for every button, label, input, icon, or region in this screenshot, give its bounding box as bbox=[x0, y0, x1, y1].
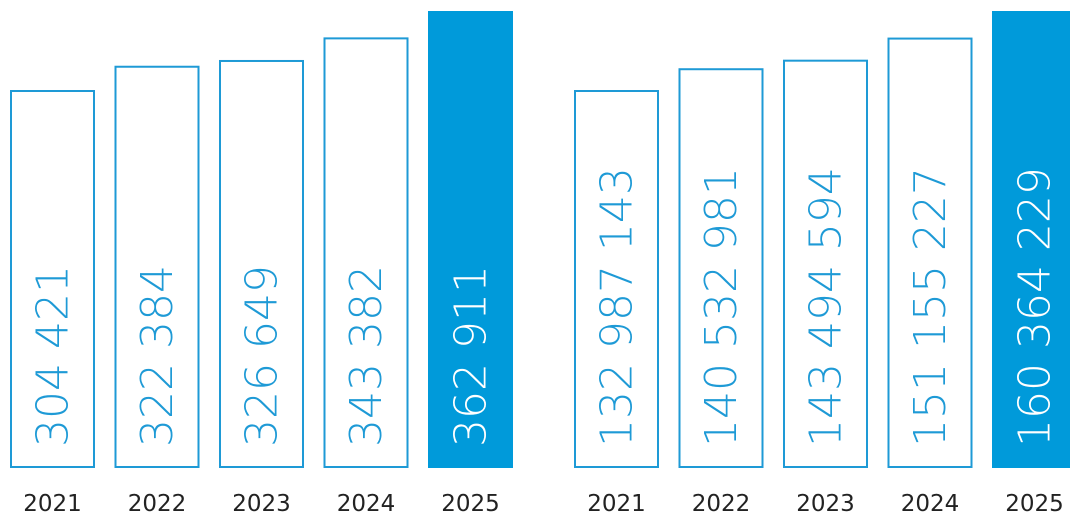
bar-value-label: 160 364 229 bbox=[1010, 167, 1061, 447]
x-tick-label: 2022 bbox=[128, 491, 187, 517]
bar-2022 bbox=[678, 68, 764, 468]
x-tick-label: 2025 bbox=[1005, 491, 1064, 517]
x-tick-label: 2025 bbox=[441, 491, 500, 517]
bar-2021 bbox=[574, 90, 659, 468]
x-tick-label: 2023 bbox=[796, 491, 855, 517]
x-tick-label: 2024 bbox=[901, 491, 960, 517]
x-tick-label: 2021 bbox=[23, 491, 82, 517]
bar-value-label: 151 155 227 bbox=[905, 167, 956, 447]
bar-value-label: 143 494 594 bbox=[801, 167, 852, 447]
bar-2025 bbox=[992, 11, 1070, 468]
x-tick-label: 2024 bbox=[337, 491, 396, 517]
x-tick-label: 2023 bbox=[232, 491, 291, 517]
bar-2024 bbox=[323, 37, 409, 468]
bar-2025 bbox=[428, 11, 513, 468]
bar-value-label: 132 987 143 bbox=[592, 167, 643, 447]
bar-2022 bbox=[114, 65, 200, 468]
bar-value-label: 322 384 bbox=[132, 265, 183, 447]
x-tick-label: 2021 bbox=[587, 491, 646, 517]
bar-value-label: 140 532 981 bbox=[696, 167, 747, 447]
bar-2023 bbox=[783, 59, 868, 468]
bar-value-label: 343 382 bbox=[341, 265, 392, 447]
x-tick-label: 2022 bbox=[692, 491, 751, 517]
bar-value-label: 362 911 bbox=[446, 265, 497, 447]
bar-2023 bbox=[219, 59, 304, 468]
bar-2024 bbox=[887, 37, 973, 468]
chart-left: 304 421 2021 322 384 2022 326 649 2023 343 382… bbox=[10, 11, 513, 517]
bar-2021 bbox=[10, 90, 95, 468]
bar-value-label: 304 421 bbox=[28, 265, 79, 447]
bar-value-label: 326 649 bbox=[237, 265, 288, 447]
chart-right: 132 987 143 2021 140 532 981 2022 143 494 59… bbox=[574, 11, 1070, 517]
